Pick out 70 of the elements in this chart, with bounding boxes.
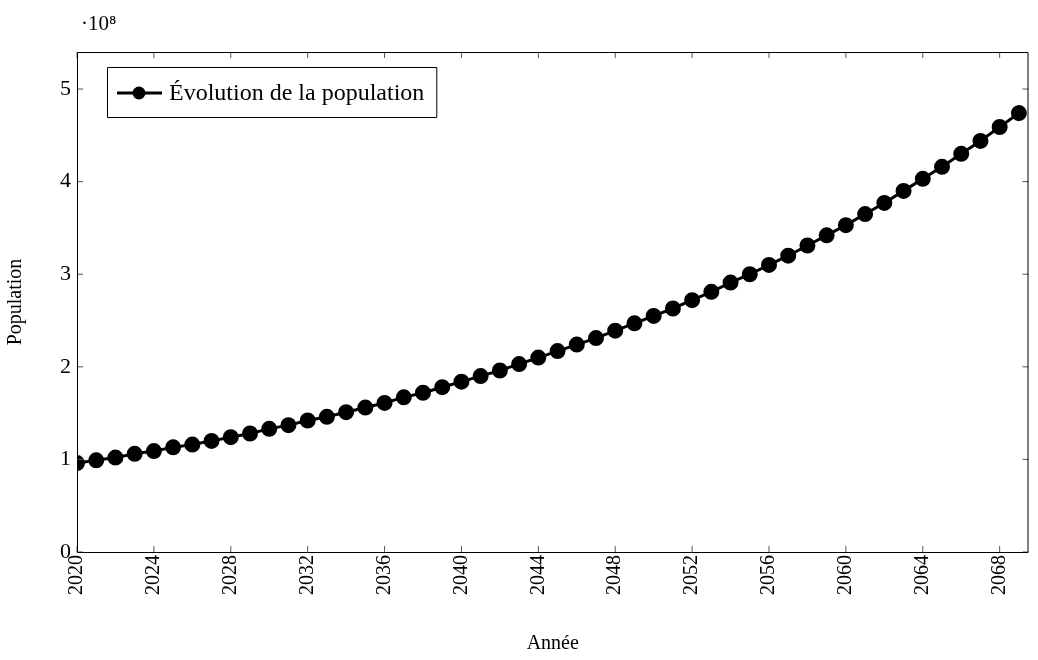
y-tick-label: 4 <box>60 167 71 193</box>
point <box>645 307 662 324</box>
point <box>568 336 585 353</box>
point <box>203 432 220 449</box>
point <box>299 412 316 429</box>
point <box>607 322 624 339</box>
point <box>126 445 143 462</box>
y-axis-title: Population <box>3 258 27 346</box>
x-tick-label: 2024 <box>141 555 164 595</box>
point <box>376 394 393 411</box>
point <box>876 194 893 211</box>
point <box>722 274 739 291</box>
text: ·10⁸ <box>81 11 117 35</box>
point <box>895 182 912 199</box>
point <box>318 408 335 425</box>
point <box>242 425 258 442</box>
point <box>165 439 182 456</box>
point <box>88 452 105 469</box>
point <box>530 349 547 366</box>
point <box>453 373 470 390</box>
x-tick-label: 2040 <box>448 555 471 595</box>
x-tick-label: 2052 <box>679 555 702 595</box>
y-tick-label: 1 <box>60 445 71 471</box>
y-tick-label: 3 <box>60 260 71 285</box>
point <box>626 315 643 332</box>
y-tick-label: 2 <box>60 352 71 378</box>
y-tick-label: 5 <box>60 74 71 100</box>
point <box>761 256 777 273</box>
x-tick-label: 2036 <box>371 555 394 595</box>
point <box>703 283 720 300</box>
point <box>857 206 874 223</box>
point <box>357 399 374 416</box>
point <box>837 217 854 234</box>
point <box>222 429 239 446</box>
point <box>991 119 1008 135</box>
point <box>338 404 355 421</box>
point <box>395 389 412 406</box>
x-tick-label: 2056 <box>756 555 779 595</box>
point <box>741 266 758 283</box>
point <box>684 292 701 309</box>
point <box>588 330 604 347</box>
point <box>1010 105 1027 122</box>
x-tick-label: 2064 <box>910 555 933 595</box>
point <box>415 384 431 401</box>
x-tick-label: 2060 <box>833 555 856 595</box>
x-tick-label: 2044 <box>525 555 548 595</box>
x-tick-label: 2032 <box>294 555 317 595</box>
legend-label: Évolution de la population <box>169 79 425 106</box>
point <box>107 449 124 466</box>
point <box>934 158 950 175</box>
point <box>261 420 278 437</box>
point <box>664 300 681 317</box>
point <box>511 356 528 373</box>
point <box>799 237 816 254</box>
point <box>549 343 566 360</box>
point <box>972 132 989 149</box>
point <box>145 443 162 460</box>
point <box>818 227 835 244</box>
point <box>434 379 451 396</box>
x-tick-label: 2048 <box>602 555 625 595</box>
point <box>914 170 931 187</box>
point <box>280 417 297 434</box>
x-tick-label: 2028 <box>218 555 241 595</box>
point <box>472 368 489 385</box>
x-tick-label: 2068 <box>986 555 1009 595</box>
x-axis-title: Année <box>526 631 579 654</box>
point <box>953 145 970 162</box>
point <box>184 436 201 453</box>
point <box>491 362 508 379</box>
point <box>780 247 797 264</box>
